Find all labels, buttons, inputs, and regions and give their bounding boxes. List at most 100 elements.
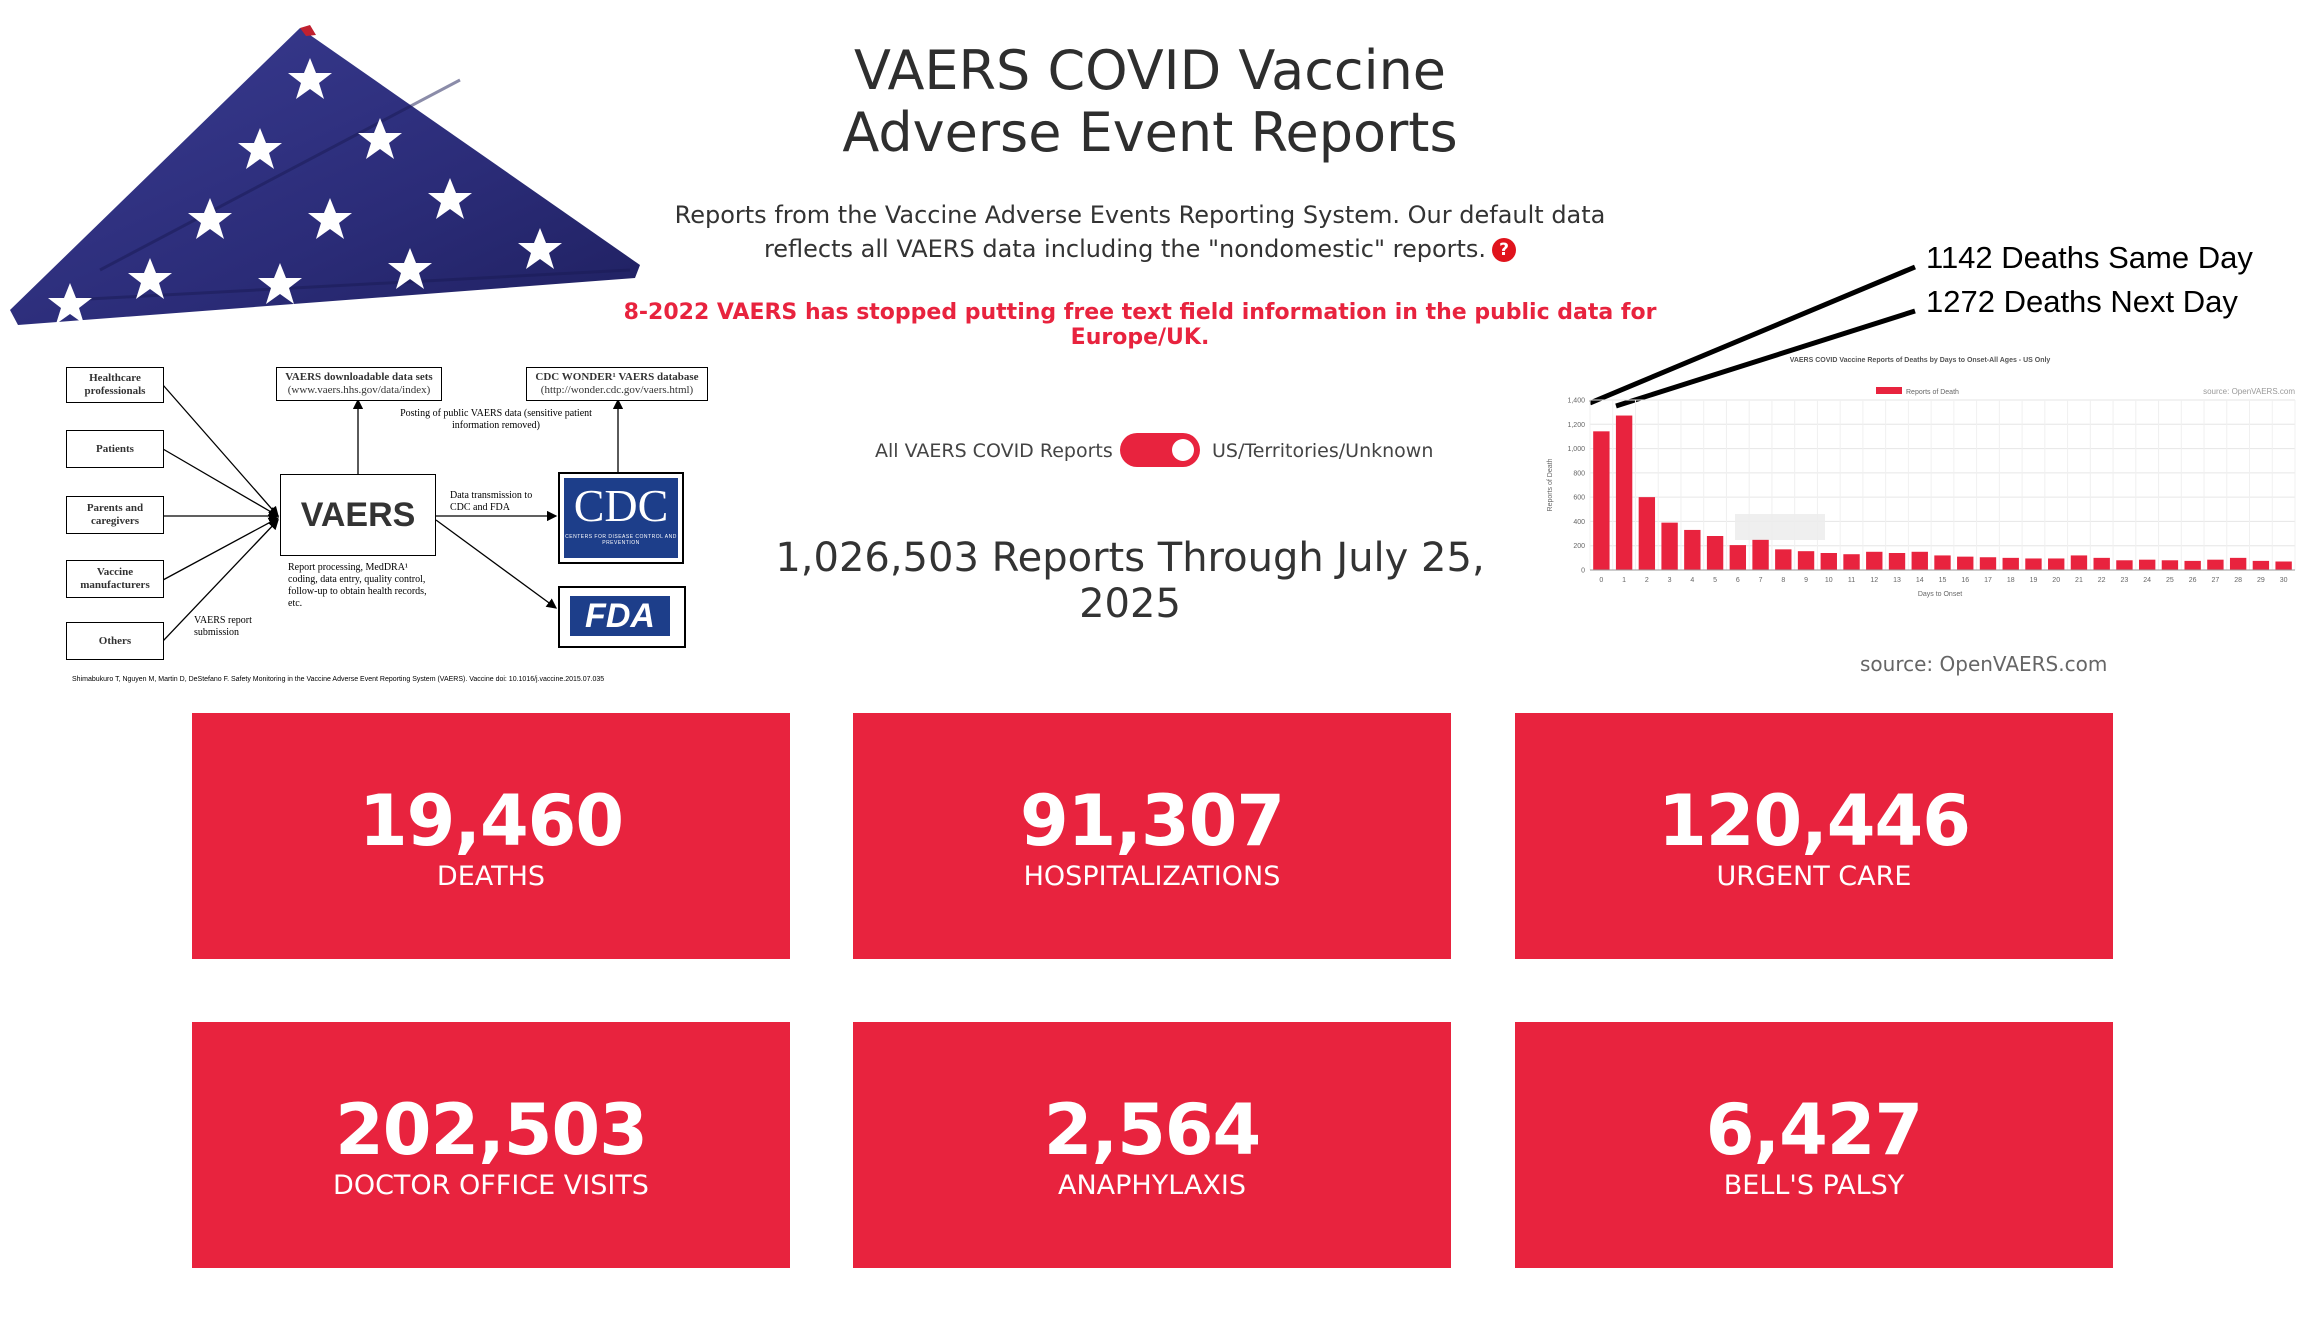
x-tick-label: 7 (1759, 577, 1763, 584)
x-tick-label: 23 (2121, 577, 2129, 584)
stat-card-doctor-office-visits[interactable]: 202,503 DOCTOR OFFICE VISITS (192, 1022, 790, 1268)
bar-day-30 (2275, 561, 2292, 570)
bar-day-14 (1911, 551, 1928, 570)
chart-tooltip-placeholder (1735, 514, 1825, 540)
y-tick-label: 600 (1573, 495, 1585, 502)
downloadable-url: (www.vaers.hhs.gov/data/index) (287, 384, 431, 396)
bar-day-9 (1797, 551, 1815, 570)
toggle-knob (1172, 439, 1194, 461)
x-tick-label: 9 (1804, 577, 1808, 584)
bar-day-20 (2048, 558, 2065, 570)
fda-logo: FDA (558, 586, 686, 648)
toggle-right-label[interactable]: US/Territories/Unknown (1212, 440, 1434, 462)
x-tick-label: 14 (1916, 577, 1924, 584)
stat-label: BELL'S PALSY (1723, 1170, 1905, 1201)
bar-day-0 (1593, 431, 1610, 570)
bar-day-11 (1843, 554, 1860, 570)
bar-day-7 (1752, 539, 1769, 570)
stat-label: URGENT CARE (1716, 861, 1912, 892)
chart-watermark: source: OpenVAERS.com (2203, 387, 2295, 396)
cdc-logo: CDC CENTERS FOR DISEASE CONTROL AND PREV… (558, 472, 684, 564)
fda-logo-text: FDA (570, 596, 670, 636)
bar-day-17 (1979, 557, 1997, 570)
annotation-lines (1589, 264, 1916, 409)
x-tick-label: 19 (2030, 577, 2038, 584)
subtitle-line1: Reports from the Vaccine Adverse Events … (674, 201, 1606, 229)
stat-card-hospitalizations[interactable]: 91,307 HOSPITALIZATIONS (853, 713, 1451, 959)
help-icon[interactable]: ? (1492, 238, 1517, 262)
page-title-line2: Adverse Event Reports (842, 101, 1458, 164)
cdc-logo-subtext: CENTERS FOR DISEASE CONTROL AND PREVENTI… (565, 534, 677, 546)
x-axis-ticks: 0 1 2 3 4 5 6 7 8 9 10 11 12 13 14 15 16 17 18 19 20 21 22 23 24… (1599, 577, 2287, 584)
y-axis-label: Reports of Death (1547, 458, 1554, 511)
chart-bars (1590, 415, 2295, 571)
diagram-wonder-box: CDC WONDER¹ VAERS database (http://wonde… (526, 367, 708, 401)
x-tick-label: 11 (1848, 577, 1855, 584)
x-tick-label: 27 (2212, 577, 2220, 584)
stat-value: 120,446 (1658, 780, 1971, 862)
bar-day-24 (2138, 559, 2156, 570)
downloadable-label: VAERS downloadable data sets (285, 371, 433, 383)
processing-note: Report processing, MedDRA¹ coding, data … (288, 562, 427, 609)
y-tick-label: 0 (1581, 568, 1585, 575)
bar-day-22 (2093, 557, 2110, 570)
x-tick-label: 26 (2189, 577, 2197, 584)
y-axis-ticks: 0 200 400 600 800 1,000 1,200 1,400 (1567, 398, 1585, 575)
posting-note: Posting of public VAERS data (sensitive … (400, 408, 592, 431)
diagram-vaers-box: VAERS (280, 474, 436, 556)
x-tick-label: 3 (1668, 577, 1672, 584)
deaths-by-onset-chart: VAERS COVID Vaccine Reports of Deaths by… (1547, 357, 2296, 598)
stat-label: ANAPHYLAXIS (1058, 1170, 1246, 1201)
legend-label: Reports of Death (1906, 389, 1959, 396)
diagram-arrows (162, 384, 624, 642)
bar-day-15 (1934, 555, 1951, 570)
x-tick-label: 21 (2075, 577, 2083, 584)
diagram-source-3: Vaccine manufacturers (66, 560, 164, 598)
toggle-left-label[interactable]: All VAERS COVID Reports (875, 440, 1113, 462)
stat-card-bells-palsy[interactable]: 6,427 BELL'S PALSY (1515, 1022, 2113, 1268)
bar-day-29 (2252, 560, 2270, 570)
bar-day-13 (1888, 553, 1906, 570)
x-tick-label: 20 (2052, 577, 2060, 584)
diagram-source-4: Others (66, 622, 164, 660)
x-tick-label: 28 (2234, 577, 2242, 584)
legend-swatch (1876, 387, 1902, 394)
x-tick-label: 6 (1736, 577, 1740, 584)
y-tick-label: 1,200 (1567, 422, 1585, 429)
cdc-logo-text: CDC (573, 480, 669, 531)
region-toggle-switch[interactable] (1120, 433, 1200, 467)
diagram-citation: Shimabukuro T, Nguyen M, Martin D, DeSte… (72, 676, 605, 683)
stat-label: DOCTOR OFFICE VISITS (333, 1170, 649, 1201)
bar-day-18 (2002, 557, 2019, 570)
x-tick-label: 2 (1645, 577, 1649, 584)
wonder-label: CDC WONDER¹ VAERS database (535, 371, 699, 383)
bar-day-12 (1866, 551, 1883, 570)
diagram-source-0: Healthcare professionals (66, 367, 164, 403)
x-tick-label: 1 (1622, 577, 1626, 584)
stat-card-anaphylaxis[interactable]: 2,564 ANAPHYLAXIS (853, 1022, 1451, 1268)
x-tick-label: 22 (2098, 577, 2106, 584)
bar-day-6 (1729, 545, 1747, 570)
transmission-note: Data transmission to CDC and FDA (450, 490, 533, 513)
x-tick-label: 29 (2257, 577, 2265, 584)
annotation-same-day: 1142 Deaths Same Day (1926, 240, 2253, 275)
annotation-next-day: 1272 Deaths Next Day (1926, 284, 2238, 319)
x-tick-label: 17 (1984, 577, 1992, 584)
europe-notice: 8-2022 VAERS has stopped putting free te… (623, 300, 1657, 350)
stat-card-deaths[interactable]: 19,460 DEATHS (192, 713, 790, 959)
stat-value: 6,427 (1705, 1089, 1923, 1171)
submission-note: VAERS report submission (194, 615, 252, 638)
y-tick-label: 1,400 (1567, 398, 1585, 405)
stat-card-urgent-care[interactable]: 120,446 URGENT CARE (1515, 713, 2113, 959)
x-tick-label: 0 (1599, 577, 1603, 584)
subtitle-line2-wrap: reflects all VAERS data including the "n… (640, 232, 1640, 266)
bar-day-19 (2025, 558, 2042, 570)
y-tick-label: 800 (1573, 470, 1585, 477)
bar-day-4 (1684, 529, 1701, 570)
x-tick-label: 12 (1870, 577, 1878, 584)
x-tick-label: 4 (1690, 577, 1694, 584)
bar-day-3 (1661, 522, 1678, 570)
x-tick-label: 10 (1825, 577, 1833, 584)
bar-day-28 (2229, 557, 2247, 570)
reports-count: 1,026,503 Reports Through July 25, 2025 (775, 535, 1485, 627)
